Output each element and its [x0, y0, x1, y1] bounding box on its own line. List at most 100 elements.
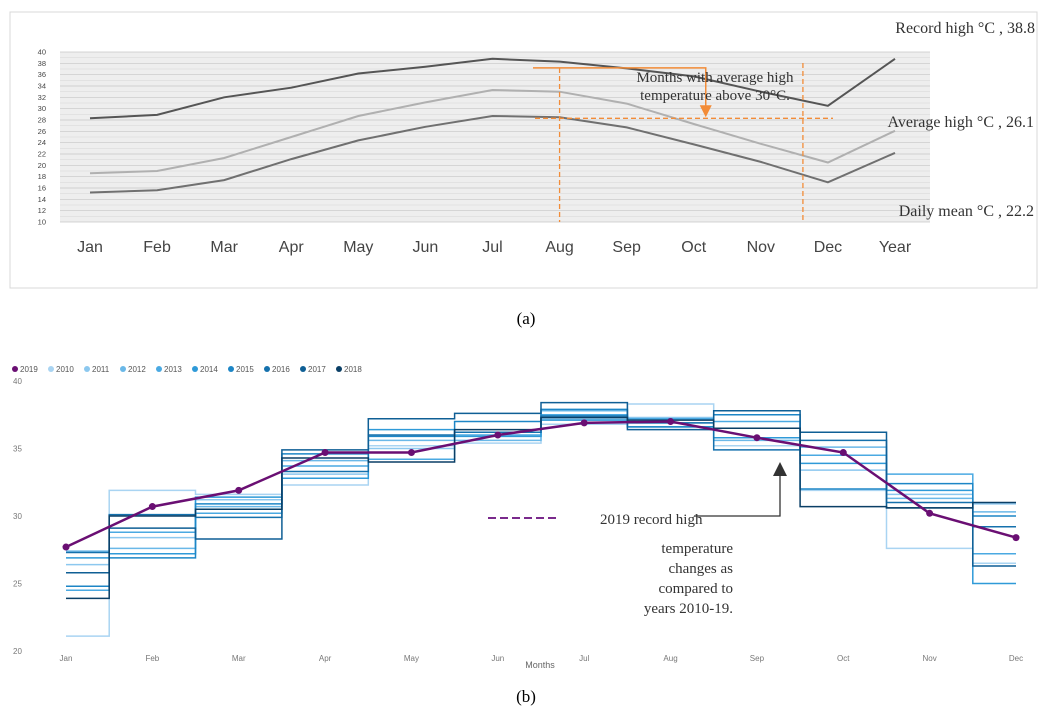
- panel-b-legend-label-2016: 2016: [272, 365, 290, 374]
- panel-b-legend-swatch-2017: [300, 366, 306, 372]
- panel-b-y-tick-label: 25: [13, 580, 22, 589]
- panel-a-x-tick-label: Feb: [143, 239, 171, 256]
- panel-a-x-tick-label: Mar: [210, 239, 238, 256]
- panel-a-series-line-2: [89, 114, 896, 194]
- panel-b-x-tick-label: May: [404, 654, 419, 663]
- panel-b-legend-swatch-2018: [336, 366, 342, 372]
- panel-a-x-tick-label: Jul: [482, 239, 502, 256]
- panel-b-point-2019: [667, 418, 675, 425]
- panel-b-x-tick-label: Dec: [1009, 654, 1023, 663]
- panel-b-x-tick-label: Apr: [319, 654, 332, 663]
- panel-b-line-2019: [65, 420, 1017, 549]
- panel-b-label: (b): [516, 687, 536, 706]
- panel-a-x-tick-label: Nov: [747, 239, 775, 256]
- panel-b-x-tick-label: Oct: [837, 654, 850, 663]
- panel-b-y-tick-label: 20: [13, 647, 22, 656]
- panel-b-x-tick-label: Mar: [232, 654, 246, 663]
- panel-b-x-tick-label: Sep: [750, 654, 765, 663]
- panel-a-x-tick-label: Aug: [545, 239, 573, 256]
- panel-b-x-tick-label: Aug: [663, 654, 677, 663]
- panel-b-x-tick-label: Feb: [145, 654, 159, 663]
- panel-b-x-tick-label: Jun: [491, 654, 504, 663]
- panel-b-point-2019: [580, 419, 588, 427]
- panel-a-y-tick-label: 40: [38, 48, 46, 57]
- panel-a-y-tick-label: 36: [38, 70, 46, 79]
- panel-b-legend-label-2011: 2011: [92, 365, 110, 374]
- series-label-daily-mean: Daily mean °C , 22.2: [899, 203, 1034, 220]
- panel-b-annotation-line-3: changes as: [668, 561, 733, 577]
- panel-b-point-2019: [839, 449, 847, 457]
- panel-b-legend-label-2014: 2014: [200, 365, 218, 374]
- panel-b-step-line-2014: [66, 419, 1016, 585]
- panel-b-legend-swatch-2012: [120, 366, 126, 372]
- panel-a-x-tick-label: Apr: [279, 239, 305, 256]
- panel-a-y-ticks: 10 12 14 16 18 20 22 24 26 28 30 32 34 36 38 40: [38, 48, 46, 227]
- panel-b-legend-label-2017: 2017: [308, 365, 326, 374]
- panel-b-point-2019: [753, 434, 761, 442]
- panel-a-series-line-1: [89, 88, 896, 175]
- panel-a-y-tick-label: 28: [38, 116, 46, 125]
- panel-b-legend-swatch-2016: [264, 366, 270, 372]
- panel-b-y-ticks: 20 25 30 35 40: [13, 377, 22, 656]
- panel-a-lines: [89, 57, 896, 194]
- panel-b-legend-swatch-2015: [228, 366, 234, 372]
- panel-b-legend-swatch-2013: [156, 366, 162, 372]
- panel-b-legend-label-2013: 2013: [164, 365, 182, 374]
- panel-b-point-2019: [1012, 534, 1020, 542]
- series-label-average-high: Average high °C , 26.1: [887, 114, 1034, 131]
- panel-b-annotation-line-1: 2019 record high: [600, 512, 703, 528]
- panel-b-y-tick-label: 30: [13, 512, 22, 521]
- panel-a-annotation-line-2: temperature above 30°C.: [640, 88, 790, 104]
- panel-a-x-tick-label: Oct: [681, 239, 706, 256]
- panel-b-step-series: [66, 401, 1016, 637]
- panel-b-x-tick-label: Jul: [579, 654, 589, 663]
- panel-a-y-tick-label: 38: [38, 59, 46, 68]
- panel-a-annotation-arrowhead: [699, 105, 712, 118]
- panel-a-y-tick-label: 32: [38, 93, 46, 102]
- panel-b-point-2019: [926, 509, 934, 517]
- panel-b-2019-line: [62, 418, 1020, 551]
- panel-a-y-tick-label: 24: [38, 138, 46, 147]
- panel-b-point-2019: [148, 503, 156, 511]
- panel-b-legend-swatch-2011: [84, 366, 90, 372]
- panel-b-y-tick-label: 35: [13, 445, 22, 454]
- panel-a-annotation-arrows: [533, 63, 833, 222]
- panel-a-label: (a): [516, 309, 536, 328]
- panel-a-x-tick-label: Sep: [612, 239, 641, 256]
- panel-b-y-tick-label: 40: [13, 377, 22, 386]
- panel-b-point-2019: [407, 449, 415, 457]
- panel-b-legend-swatch-2014: [192, 366, 198, 372]
- panel-b-x-ticks: Jan Feb Mar Apr May Jun Jul Aug Sep Oct Nov Dec: [60, 654, 1024, 663]
- panel-a-x-ticks: Jan Feb Mar Apr May Jun Jul Aug Sep Oct Nov Dec Year: [77, 239, 912, 256]
- panel-a-y-tick-label: 14: [38, 195, 46, 204]
- panel-b-point-2019: [62, 543, 70, 551]
- panel-a-y-tick-label: 34: [38, 82, 46, 91]
- panel-b-legend-swatch-2010: [48, 366, 54, 372]
- panel-a-y-tick-label: 20: [38, 161, 46, 170]
- panel-b-annotation-line-2: temperature: [661, 541, 733, 557]
- panel-a-x-tick-label: Jun: [413, 239, 439, 256]
- panel-b-x-tick-label: Nov: [923, 654, 937, 663]
- panel-b-annotation-connector: [694, 468, 781, 517]
- panel-b-legend-label-2019: 2019: [20, 365, 38, 374]
- panel-a-annotation-connector: [533, 67, 707, 107]
- panel-a-grid: [60, 51, 930, 223]
- panel-a-y-tick-label: 22: [38, 150, 46, 159]
- panel-b-annotation-arrowhead: [773, 462, 787, 476]
- panel-b-point-2019: [321, 449, 329, 457]
- panel-b-legend-label-2018: 2018: [344, 365, 362, 374]
- panel-b-legend: 2019 2010 2011 2012 2013 2014 2015 2016 2017 2018: [12, 365, 362, 374]
- panel-a-y-tick-label: 26: [38, 127, 46, 136]
- panel-a-x-tick-label: Year: [879, 239, 912, 256]
- panel-a-y-tick-label: 12: [38, 206, 46, 215]
- panel-b-step-line-2017: [66, 401, 1016, 574]
- panel-b-legend-swatch-2019: [12, 366, 18, 372]
- panel-a-x-tick-label: May: [343, 239, 373, 256]
- panel-b-point-2019: [235, 486, 243, 494]
- panel-b-legend-label-2012: 2012: [128, 365, 146, 374]
- panel-a-y-tick-label: 30: [38, 104, 46, 113]
- panel-a-series-line-0: [89, 57, 896, 120]
- panel-a-x-tick-label: Jan: [77, 239, 103, 256]
- series-label-record-high: Record high °C , 38.8: [895, 20, 1035, 37]
- panel-a-y-tick-label: 16: [38, 184, 46, 193]
